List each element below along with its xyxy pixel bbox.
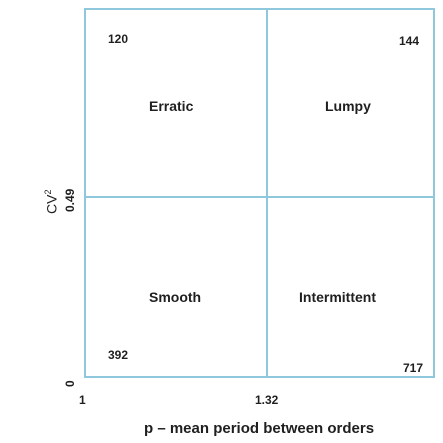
- x-axis-title: p – mean period between orders: [144, 420, 375, 437]
- smooth-label: Smooth: [149, 289, 202, 305]
- lumpy-count: 144: [399, 34, 420, 48]
- lumpy-label: Lumpy: [325, 98, 371, 114]
- x-tick-1: 1: [79, 393, 86, 407]
- vertical-divider: [266, 10, 268, 376]
- smooth-count: 392: [108, 348, 129, 362]
- y-tick-0: 0: [63, 380, 77, 387]
- intermittent-label: Intermittent: [299, 289, 376, 305]
- y-axis-title: CV2: [43, 189, 60, 214]
- x-tick-1-32: 1.32: [255, 393, 279, 407]
- horizontal-divider: [86, 196, 433, 198]
- y-axis-title-main: CV: [43, 194, 60, 214]
- quadrant-frame: [84, 8, 435, 378]
- erratic-label: Erratic: [149, 98, 194, 114]
- intermittent-count: 717: [403, 361, 424, 375]
- erratic-count: 120: [108, 32, 129, 46]
- y-axis-title-exponent: 2: [43, 189, 53, 195]
- y-tick-0-49: 0.49: [63, 188, 77, 212]
